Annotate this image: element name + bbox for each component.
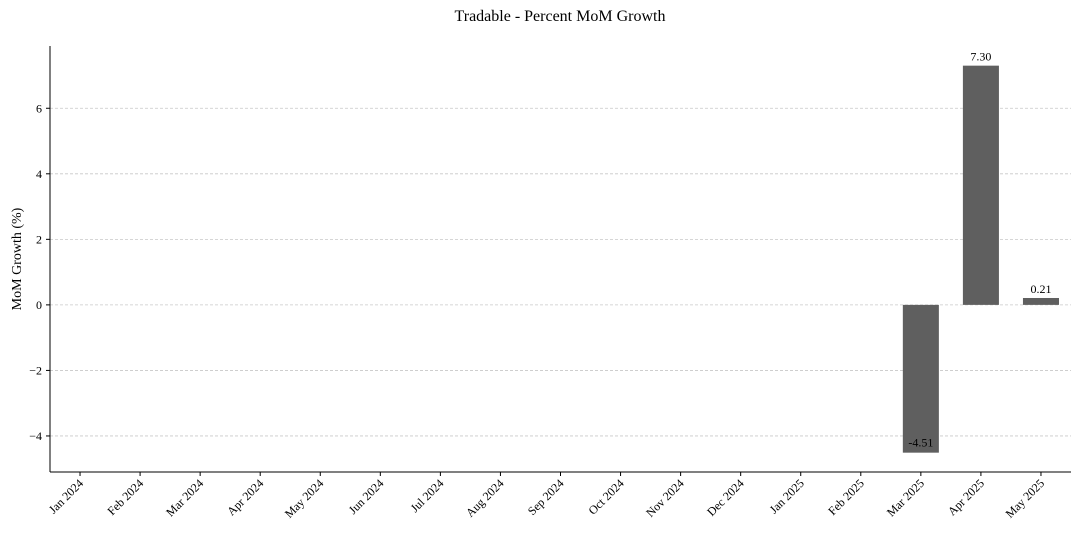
y-axis-label: MoM Growth (%) <box>10 207 25 310</box>
x-tick-label: Apr 2025 <box>945 476 987 518</box>
bar <box>1022 297 1059 305</box>
x-tick-label: May 2024 <box>282 476 327 521</box>
value-label: 7.30 <box>970 50 991 64</box>
x-tick-label: Nov 2024 <box>643 476 687 520</box>
x-tick-label: Aug 2024 <box>463 476 507 520</box>
value-label: -4.51 <box>908 436 933 450</box>
y-tick-label: 0 <box>36 298 42 312</box>
x-tick-label: Oct 2024 <box>585 476 626 517</box>
y-tick-label: −2 <box>29 363 42 377</box>
x-tick-label: Feb 2024 <box>104 476 146 518</box>
y-tick-label: 2 <box>36 232 42 246</box>
y-tick-label: −4 <box>29 429 42 443</box>
x-tick-label: Apr 2024 <box>224 476 266 518</box>
chart-title: Tradable - Percent MoM Growth <box>455 8 666 25</box>
bar <box>962 65 999 305</box>
bar <box>902 304 939 453</box>
x-tick-label: Jun 2024 <box>346 476 387 517</box>
x-tick-label: Sep 2024 <box>525 476 567 518</box>
x-tick-label: Jan 2025 <box>767 476 807 516</box>
y-tick-label: 6 <box>36 101 42 115</box>
x-tick-label: Mar 2024 <box>163 476 206 519</box>
x-tick-label: Feb 2025 <box>825 476 867 518</box>
x-tick-label: Dec 2024 <box>704 476 747 519</box>
x-tick-label: May 2025 <box>1003 476 1048 521</box>
x-tick-label: Jan 2024 <box>46 476 86 516</box>
y-tick-label: 4 <box>36 167 42 181</box>
x-tick-label: Jul 2024 <box>408 476 447 515</box>
x-tick-label: Mar 2025 <box>884 476 927 519</box>
value-label: 0.21 <box>1030 282 1051 296</box>
